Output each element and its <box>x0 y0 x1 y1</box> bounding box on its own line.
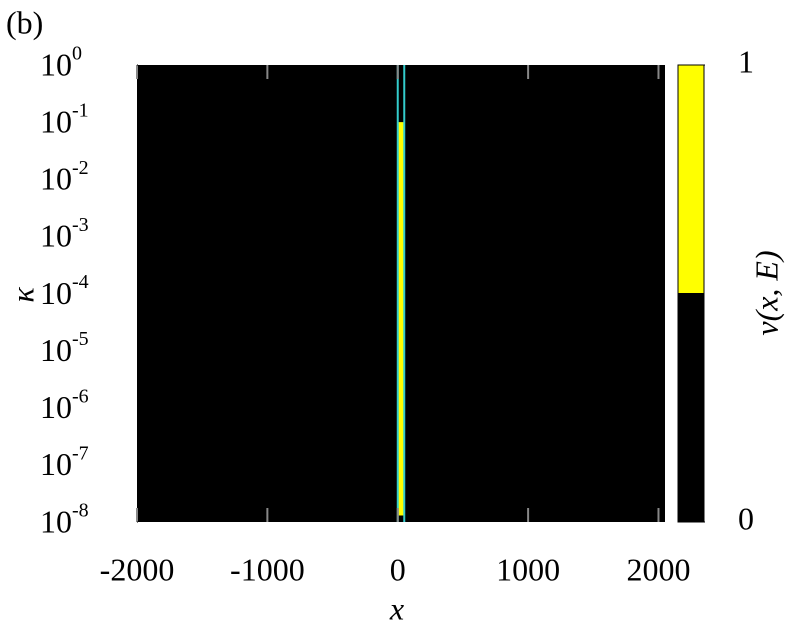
y-tick-label: 10 <box>40 446 72 482</box>
y-tick-group: 10 -7 <box>40 442 89 482</box>
panel-label: (b) <box>6 4 43 40</box>
y-tick-power: -8 <box>72 500 89 522</box>
y-tick-label: 10 <box>40 332 72 368</box>
y-tick-power: 0 <box>72 43 82 65</box>
y-tick-group: 10 -1 <box>40 100 89 140</box>
y-tick-group: 10 -2 <box>40 157 89 197</box>
x-tick-label: -2000 <box>100 551 175 587</box>
y-axis-label: κ <box>4 287 40 303</box>
colorbar-segment <box>677 64 705 294</box>
y-tick-group: 10 0 <box>40 43 82 83</box>
cell <box>397 122 405 516</box>
x-tick-label: 0 <box>390 551 406 587</box>
y-tick-group: 10 -3 <box>40 214 89 254</box>
y-tick-label: 10 <box>40 161 72 197</box>
y-tick-group: 10 -5 <box>40 328 89 368</box>
y-tick-power: -5 <box>72 328 89 350</box>
y-tick-power: -4 <box>72 271 89 293</box>
y-tick-group: 10 -8 <box>40 500 89 540</box>
y-tick-label: 10 <box>40 103 72 139</box>
colorbar-segment <box>677 293 705 523</box>
y-tick-power: -7 <box>72 442 89 464</box>
y-tick-label: 10 <box>40 46 72 82</box>
x-tick-label: 2000 <box>626 551 690 587</box>
y-tick-label: 10 <box>40 275 72 311</box>
y-tick-group: 10 -4 <box>40 271 89 311</box>
y-tick-power: -6 <box>72 385 89 407</box>
y-tick-power: -3 <box>72 214 89 236</box>
colorbar-tick-label: 1 <box>738 43 754 79</box>
x-tick-label: 1000 <box>496 551 560 587</box>
y-tick-power: -2 <box>72 157 89 179</box>
y-tick-label: 10 <box>40 218 72 254</box>
y-tick-power: -1 <box>72 100 89 122</box>
y-tick-group: 10 -6 <box>40 385 89 425</box>
colorbar-label: ν(x, E) <box>748 250 784 335</box>
x-tick-label: -1000 <box>230 551 305 587</box>
y-tick-label: 10 <box>40 503 72 539</box>
x-axis-label: x <box>389 590 404 626</box>
colorbar-tick-label: 0 <box>738 500 754 536</box>
y-tick-label: 10 <box>40 389 72 425</box>
